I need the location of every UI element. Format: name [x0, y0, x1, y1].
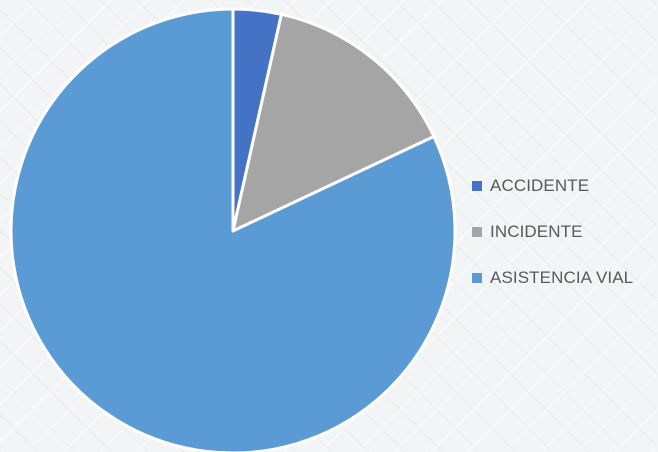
- legend-item-asistencia-vial: ASISTENCIA VIAL: [472, 266, 654, 290]
- legend-swatch-asistencia-vial: [472, 273, 482, 283]
- legend-item-accidente: ACCIDENTE: [472, 174, 654, 198]
- legend-swatch-accidente: [472, 181, 482, 191]
- legend-item-incidente: INCIDENTE: [472, 220, 654, 244]
- legend-label-incidente: INCIDENTE: [490, 222, 583, 241]
- pie-plot: [9, 7, 457, 452]
- legend-label-asistencia-vial: ASISTENCIA VIAL: [490, 268, 634, 287]
- legend: ACCIDENTE INCIDENTE ASISTENCIA VIAL: [472, 174, 654, 312]
- pie-slice-asistencia-vial: [9, 7, 457, 452]
- legend-swatch-incidente: [472, 227, 482, 237]
- legend-label-accidente: ACCIDENTE: [490, 176, 590, 195]
- pie-slice-incidente: [231, 12, 436, 233]
